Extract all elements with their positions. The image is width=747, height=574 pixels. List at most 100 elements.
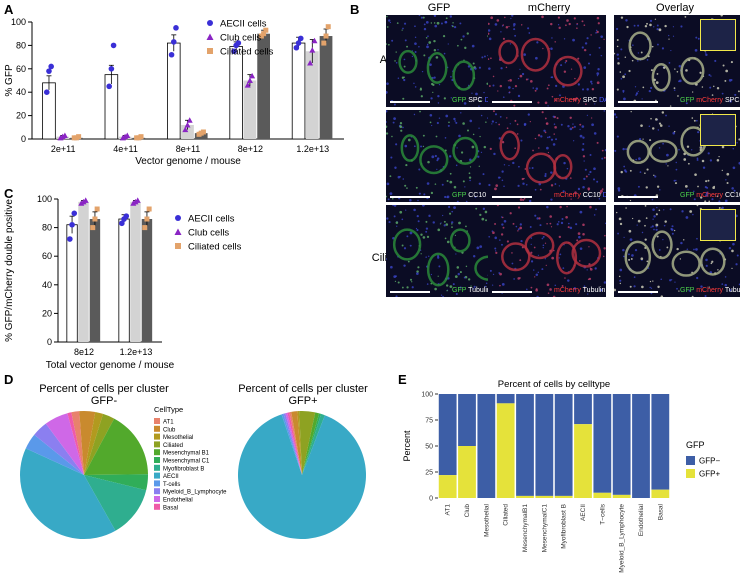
nucleus-dot	[423, 54, 426, 57]
nucleus-dot	[702, 166, 706, 169]
nucleus-dot	[430, 191, 434, 195]
nucleus-dot	[414, 86, 417, 88]
a-point	[186, 117, 193, 123]
nucleus-dot	[519, 259, 522, 262]
nucleus-dot	[600, 54, 603, 57]
e-bar-segment	[496, 394, 515, 404]
nucleus-dot	[631, 254, 634, 257]
nucleus-dot	[454, 234, 457, 236]
nucleus-dot	[479, 245, 483, 248]
nucleus-dot	[420, 16, 423, 19]
c-y-tick-label: 20	[42, 308, 52, 318]
nucleus-dot	[506, 117, 508, 119]
nucleus-dot	[406, 187, 408, 189]
e-legend-label: GFP+	[699, 470, 720, 479]
nucleus-dot	[693, 119, 696, 122]
nucleus-dot	[508, 91, 511, 94]
nucleus-dot	[577, 57, 580, 60]
nucleus-dot	[617, 189, 621, 192]
nucleus-dot	[615, 116, 618, 119]
nucleus-dot	[542, 244, 545, 247]
nucleus-dot	[403, 22, 407, 25]
nucleus-dot	[402, 97, 405, 100]
nucleus-dot	[413, 145, 416, 148]
c-legend-marker	[175, 215, 181, 221]
nucleus-dot	[501, 141, 505, 144]
nucleus-dot	[593, 214, 596, 216]
nucleus-dot	[540, 135, 543, 138]
nucleus-dot	[463, 102, 467, 105]
nucleus-dot	[390, 156, 393, 159]
nucleus-dot	[592, 178, 596, 181]
nucleus-dot	[453, 185, 457, 189]
nucleus-dot	[401, 29, 403, 31]
nucleus-dot	[550, 184, 554, 187]
pie-neg-slice	[84, 411, 104, 475]
nucleus-dot	[664, 24, 667, 28]
nucleus-dot	[560, 64, 563, 67]
nucleus-dot	[582, 232, 585, 236]
airway-ring	[571, 238, 602, 268]
nucleus-dot	[554, 284, 557, 287]
nucleus-dot	[663, 209, 665, 211]
nucleus-dot	[640, 51, 643, 54]
e-legend-label: GFP−	[699, 457, 720, 466]
nucleus-dot	[528, 32, 531, 34]
pie-legend-swatch	[154, 472, 160, 479]
airway-ring	[499, 130, 520, 161]
nucleus-dot	[404, 144, 408, 148]
nucleus-dot	[731, 267, 733, 270]
nucleus-dot	[597, 68, 600, 71]
nucleus-dot	[519, 74, 523, 78]
nucleus-dot	[402, 27, 404, 30]
nucleus-dot	[513, 23, 516, 26]
nucleus-dot	[589, 205, 592, 209]
nucleus-dot	[576, 239, 579, 242]
nucleus-dot	[444, 237, 447, 240]
nucleus-dot	[443, 224, 446, 227]
nucleus-dot	[532, 149, 534, 152]
nucleus-dot	[399, 210, 403, 214]
pie-gfp-neg	[19, 411, 148, 539]
nucleus-dot	[499, 84, 503, 88]
nucleus-dot	[660, 295, 664, 297]
nucleus-dot	[489, 147, 492, 151]
nucleus-dot	[473, 285, 476, 288]
nucleus-dot	[534, 137, 537, 140]
a-x-tick-label: 1.2e+13	[296, 144, 329, 154]
nucleus-dot	[644, 172, 646, 174]
nucleus-dot	[558, 235, 562, 239]
nucleus-dot	[585, 103, 587, 105]
scale-bar	[492, 101, 532, 103]
e-x-tick-label: Club	[464, 504, 471, 518]
nucleus-dot	[514, 147, 517, 150]
nucleus-dot	[446, 290, 448, 292]
nucleus-dot	[624, 73, 627, 76]
nucleus-dot	[557, 221, 560, 223]
nucleus-dot	[552, 115, 555, 118]
stain-label-part: Tubulin	[724, 287, 740, 294]
nucleus-dot	[581, 20, 584, 23]
nucleus-dot	[387, 43, 390, 46]
e-bar-segment	[593, 492, 612, 498]
c-point	[142, 225, 148, 231]
nucleus-dot	[437, 49, 439, 51]
nucleus-dot	[514, 119, 517, 122]
pie-neg-slice	[71, 411, 84, 475]
nucleus-dot	[406, 235, 409, 238]
nucleus-dot	[638, 157, 641, 160]
nucleus-dot	[514, 34, 517, 37]
nucleus-dot	[637, 24, 640, 27]
nucleus-dot	[705, 258, 708, 262]
nucleus-dot	[513, 278, 515, 280]
nucleus-dot	[622, 75, 625, 79]
nucleus-dot	[386, 121, 388, 123]
e-legend-swatch	[686, 456, 695, 465]
nucleus-dot	[407, 260, 410, 263]
nucleus-dot	[429, 113, 433, 117]
c-bar	[66, 224, 78, 343]
nucleus-dot	[572, 98, 575, 101]
nucleus-dot	[551, 95, 554, 98]
nucleus-dot	[491, 120, 495, 123]
nucleus-dot	[442, 35, 446, 38]
